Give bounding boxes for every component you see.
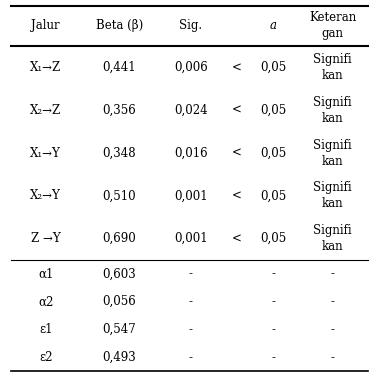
Text: -: - bbox=[189, 295, 193, 308]
Text: <: < bbox=[232, 189, 241, 202]
Text: 0,016: 0,016 bbox=[174, 147, 208, 160]
Text: 0,024: 0,024 bbox=[174, 104, 208, 117]
Text: -: - bbox=[331, 295, 334, 308]
Text: -: - bbox=[189, 323, 193, 336]
Text: -: - bbox=[189, 267, 193, 280]
Text: Signifi
kan: Signifi kan bbox=[313, 182, 352, 210]
Text: -: - bbox=[331, 267, 334, 280]
Text: 0,441: 0,441 bbox=[103, 61, 136, 74]
Text: 0,356: 0,356 bbox=[103, 104, 136, 117]
Text: 0,690: 0,690 bbox=[103, 232, 136, 245]
Text: a: a bbox=[270, 20, 277, 33]
Text: α2: α2 bbox=[38, 295, 54, 308]
Text: Beta (β): Beta (β) bbox=[96, 20, 143, 33]
Text: ε1: ε1 bbox=[39, 323, 52, 336]
Text: 0,348: 0,348 bbox=[103, 147, 136, 160]
Text: Signifi
kan: Signifi kan bbox=[313, 96, 352, 125]
Text: 0,05: 0,05 bbox=[260, 104, 286, 117]
Text: <: < bbox=[232, 104, 241, 117]
Text: -: - bbox=[272, 323, 275, 336]
Text: X₁→Z: X₁→Z bbox=[30, 61, 61, 74]
Text: X₁→Y: X₁→Y bbox=[31, 147, 61, 160]
Text: X₂→Z: X₂→Z bbox=[30, 104, 61, 117]
Text: Signifi
kan: Signifi kan bbox=[313, 139, 352, 168]
Text: ε2: ε2 bbox=[39, 351, 52, 364]
Text: Signifi
kan: Signifi kan bbox=[313, 53, 352, 82]
Text: 0,603: 0,603 bbox=[103, 267, 136, 280]
Text: 0,056: 0,056 bbox=[103, 295, 136, 308]
Text: 0,001: 0,001 bbox=[174, 189, 208, 202]
Text: 0,006: 0,006 bbox=[174, 61, 208, 74]
Text: Z →Y: Z →Y bbox=[31, 232, 61, 245]
Text: 0,05: 0,05 bbox=[260, 189, 286, 202]
Text: <: < bbox=[232, 232, 241, 245]
Text: 0,05: 0,05 bbox=[260, 147, 286, 160]
Text: 0,05: 0,05 bbox=[260, 232, 286, 245]
Text: 0,510: 0,510 bbox=[103, 189, 136, 202]
Text: 0,493: 0,493 bbox=[103, 351, 136, 364]
Text: Sig.: Sig. bbox=[179, 20, 202, 33]
Text: 0,001: 0,001 bbox=[174, 232, 208, 245]
Text: <: < bbox=[232, 147, 241, 160]
Text: -: - bbox=[272, 351, 275, 364]
Text: <: < bbox=[232, 61, 241, 74]
Text: α1: α1 bbox=[38, 267, 54, 280]
Text: 0,05: 0,05 bbox=[260, 61, 286, 74]
Text: -: - bbox=[272, 267, 275, 280]
Text: -: - bbox=[272, 295, 275, 308]
Text: -: - bbox=[331, 323, 334, 336]
Text: Jalur: Jalur bbox=[32, 20, 60, 33]
Text: 0,547: 0,547 bbox=[103, 323, 136, 336]
Text: Keteran
gan: Keteran gan bbox=[309, 12, 356, 40]
Text: -: - bbox=[189, 351, 193, 364]
Text: X₂→Y: X₂→Y bbox=[31, 189, 61, 202]
Text: Signifi
kan: Signifi kan bbox=[313, 224, 352, 253]
Text: -: - bbox=[331, 351, 334, 364]
